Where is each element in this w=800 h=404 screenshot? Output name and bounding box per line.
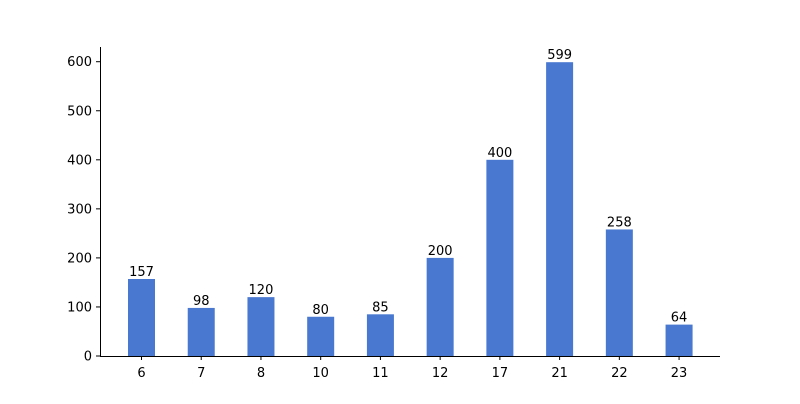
x-tick-label-22: 22: [611, 366, 628, 381]
bar-10: [307, 316, 335, 356]
data-label-7: 98: [193, 294, 210, 309]
x-axis: 6 7 8 10 11 12 17 21 22 23: [100, 356, 720, 381]
x-tick-label-12: 12: [432, 366, 449, 381]
y-tick-label-300: 300: [67, 202, 92, 217]
data-label-23: 64: [671, 311, 688, 326]
data-labels-group: 157 98 120 80 85 200 400 599 258 64: [129, 48, 687, 325]
x-tick-label-7: 7: [197, 366, 205, 381]
x-tick-label-21: 21: [551, 366, 568, 381]
bar-11: [366, 314, 394, 356]
bar-17: [486, 159, 514, 356]
bar-7: [187, 307, 215, 356]
y-tick-label-600: 600: [67, 55, 92, 70]
bar-23: [665, 324, 693, 356]
bar-6: [128, 279, 155, 356]
data-label-17: 400: [487, 146, 512, 161]
y-tick-label-200: 200: [67, 251, 92, 266]
data-label-8: 120: [249, 283, 274, 298]
x-tick-label-23: 23: [671, 366, 688, 381]
y-axis: 0 100 200 300 400 500 600: [67, 47, 101, 365]
x-tick-label-17: 17: [492, 366, 509, 381]
data-label-21: 599: [547, 48, 572, 63]
x-tick-label-8: 8: [257, 366, 265, 381]
bar-8: [247, 297, 275, 356]
y-tick-label-500: 500: [67, 104, 92, 119]
y-tick-label-400: 400: [67, 153, 92, 168]
bars-group: [128, 62, 693, 356]
bar-22: [605, 229, 633, 356]
data-label-12: 200: [428, 244, 453, 259]
y-tick-label-0: 0: [84, 350, 92, 365]
data-label-11: 85: [372, 300, 389, 315]
bar-21: [546, 62, 574, 356]
x-tick-label-10: 10: [312, 366, 329, 381]
data-label-10: 80: [312, 303, 329, 318]
data-label-22: 258: [607, 215, 632, 230]
bar-12: [426, 257, 454, 356]
x-tick-label-11: 11: [372, 366, 389, 381]
x-tick-label-6: 6: [137, 366, 145, 381]
data-label-6: 157: [129, 265, 154, 280]
y-tick-label-100: 100: [67, 300, 92, 315]
